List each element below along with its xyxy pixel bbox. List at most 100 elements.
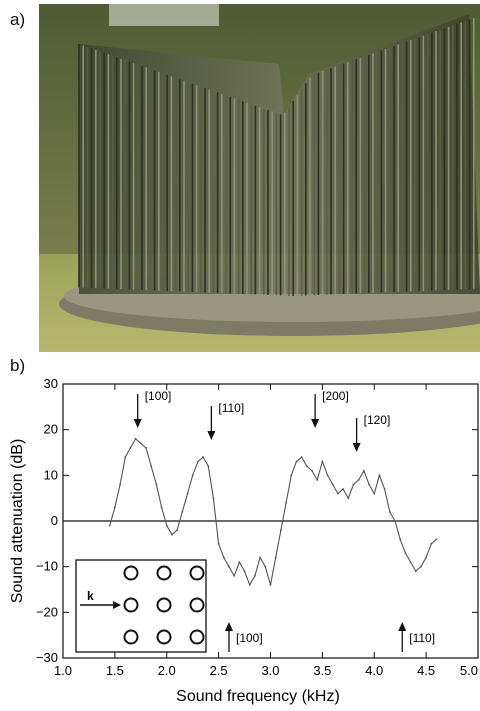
data-point (165, 524, 168, 527)
y-tick-label: −30 (36, 650, 58, 665)
x-axis-label: Sound frequency (kHz) (176, 688, 340, 705)
data-point (342, 488, 345, 490)
data-point (248, 584, 251, 586)
y-tick-label: 10 (44, 467, 58, 482)
data-point (113, 506, 116, 509)
series-line-attenuation (109, 437, 437, 587)
data-point (399, 538, 402, 541)
data-point (254, 574, 256, 577)
data-point (425, 556, 428, 559)
annotation-label: [110] (409, 631, 435, 645)
lattice-inset: k (75, 559, 207, 653)
wave-vector-arrowhead (113, 601, 121, 609)
data-point (316, 479, 319, 481)
x-tick-label: 1.0 (54, 663, 72, 678)
annotation-label: [100] (236, 631, 263, 645)
data-point (196, 460, 199, 463)
data-point (222, 556, 225, 559)
data-point (311, 469, 313, 472)
data-point (129, 447, 132, 449)
data-point (357, 479, 360, 481)
annotation-label: [120] (364, 413, 391, 427)
y-tick-label: 20 (44, 422, 58, 437)
annotation-arrowhead (311, 419, 320, 428)
data-point (155, 483, 158, 486)
x-tick-label: 3.0 (261, 663, 279, 678)
data-point (378, 474, 381, 477)
data-point (394, 520, 396, 522)
data-point (409, 561, 412, 563)
data-point (373, 492, 376, 495)
x-tick-label: 4.0 (365, 663, 383, 678)
data-point (191, 474, 194, 477)
data-point (269, 584, 272, 586)
y-tick-label: −10 (36, 559, 58, 574)
lattice-scatterer (189, 629, 205, 645)
y-tick-label: −20 (36, 604, 58, 619)
data-point (414, 570, 417, 573)
data-point (300, 456, 303, 458)
data-point (233, 574, 236, 577)
data-point (326, 474, 329, 477)
lattice-circles (123, 565, 205, 645)
annotation-arrowhead (225, 622, 233, 631)
annotation-label: [110] (218, 401, 244, 415)
data-point (124, 456, 127, 458)
inset-frame (75, 559, 207, 653)
data-point (352, 483, 355, 486)
x-tick-label: 5.0 (460, 663, 478, 678)
sculpture-rods (78, 18, 475, 296)
data-point (134, 437, 137, 440)
attenuation-chart: 1.0 1.5 2.0 2.5 3.0 3.5 4.0 4.5 5.0 −30 −20 −10 0 10 2… (0, 360, 480, 706)
lattice-scatterer (156, 629, 172, 645)
data-point (285, 501, 287, 504)
data-point (420, 565, 422, 568)
data-point (150, 465, 153, 468)
data-point (108, 524, 111, 527)
data-point (321, 460, 324, 463)
data-point (145, 447, 147, 449)
data-point (160, 506, 163, 509)
data-point (347, 497, 350, 500)
x-tick-label: 1.5 (106, 663, 124, 678)
series-points (108, 437, 438, 586)
annotation-arrowhead (398, 622, 407, 631)
data-point (119, 483, 121, 486)
y-tick-label: 0 (51, 513, 58, 528)
y-axis-label: Sound attenuation (dB) (9, 439, 26, 604)
lattice-scatterer (189, 565, 205, 581)
data-point (243, 570, 246, 573)
data-point (238, 561, 241, 563)
sculpture-photo (39, 4, 480, 352)
tick-labels: 1.0 1.5 2.0 2.5 3.0 3.5 4.0 4.5 5.0 −30 −20 −10 0 10 2… (36, 376, 478, 678)
axis-ticks (62, 383, 479, 659)
data-point (305, 465, 308, 468)
annotation-arrowhead (133, 419, 142, 428)
panel-a-label: a) (10, 10, 26, 29)
data-point (290, 474, 293, 477)
data-point (430, 542, 433, 545)
data-point (331, 483, 334, 486)
lattice-scatterer (123, 565, 139, 581)
data-point (259, 556, 262, 559)
lattice-scatterer (156, 597, 172, 613)
x-tick-label: 2.5 (210, 663, 228, 678)
wave-vector-label: k (87, 589, 94, 603)
data-point (207, 465, 210, 468)
annotation-label: [100] (145, 389, 172, 403)
data-point (176, 529, 179, 532)
data-point (186, 492, 189, 495)
data-point (435, 538, 438, 541)
annotation-arrowhead (207, 431, 216, 440)
data-point (181, 510, 184, 513)
data-point (404, 552, 407, 554)
data-point (295, 460, 298, 463)
data-point (171, 533, 173, 536)
y-tick-label: 30 (44, 376, 58, 391)
data-point (274, 556, 277, 559)
panel-b-label: b) (10, 356, 26, 375)
lattice-scatterer (189, 597, 205, 613)
data-point (212, 497, 215, 500)
data-point (217, 542, 220, 545)
x-tick-label: 4.5 (417, 663, 435, 678)
